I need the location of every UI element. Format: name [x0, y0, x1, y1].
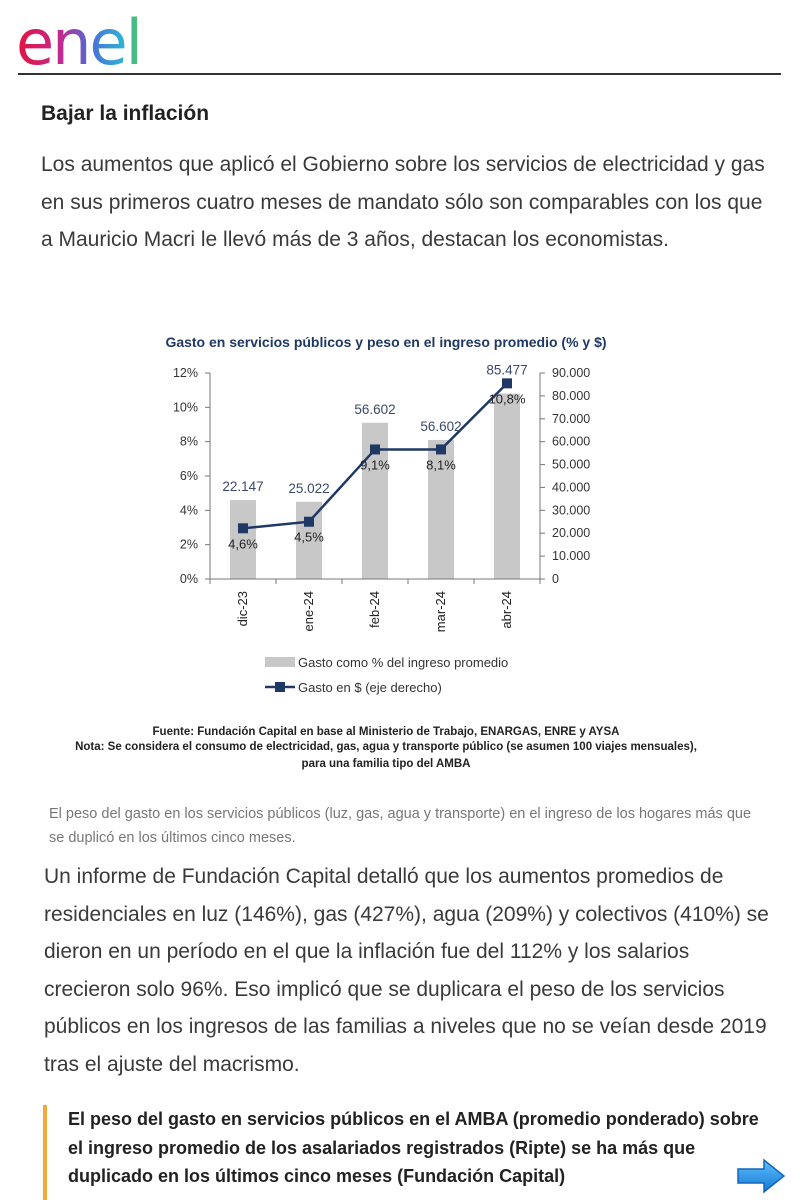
y-right-tick-label: 90.000 [552, 366, 590, 380]
y-left-tick-label: 8% [180, 435, 198, 449]
bar [428, 439, 454, 579]
y-left-tick-label: 6% [180, 469, 198, 483]
y-left-tick-label: 2% [180, 538, 198, 552]
bar-data-label: 4,6% [228, 536, 258, 551]
line-marker [436, 444, 446, 455]
bar-data-label: 10,8% [489, 391, 526, 406]
x-tick-label: mar-24 [433, 591, 448, 632]
lead-paragraph: Los aumentos que aplicó el Gobierno sobr… [41, 153, 765, 251]
x-tick-label: ene-24 [301, 591, 316, 631]
y-right-tick-label: 10.000 [552, 549, 590, 563]
bar-data-label: 4,5% [294, 530, 324, 545]
bar [296, 501, 322, 579]
chart-caption: El peso del gasto en los servicios públi… [49, 806, 752, 846]
line-marker [370, 444, 380, 455]
legend-bar-label: Gasto como % del ingreso promedio [298, 655, 508, 670]
bar [494, 393, 520, 579]
y-right-tick-label: 60.000 [552, 435, 590, 449]
chart-note-line2: para una familia tipo del AMBA [302, 758, 471, 770]
line-data-label: 56.602 [354, 402, 395, 417]
y-left-tick-label: 0% [180, 572, 198, 586]
chart-figure: Gasto en servicios públicos y peso en el… [60, 320, 740, 780]
chart-note-line1: Nota: Se considera el consumo de electri… [75, 741, 697, 753]
legend-line-marker [275, 682, 285, 692]
x-tick-label: abr-24 [499, 591, 514, 629]
arrow-right-icon[interactable] [736, 1158, 786, 1194]
y-right-tick-label: 30.000 [552, 503, 590, 517]
bar [230, 500, 256, 579]
bar-data-label: 9,1% [360, 457, 390, 472]
line-data-label: 56.602 [420, 419, 461, 434]
legend-line-label: Gasto en $ (eje derecho) [298, 680, 442, 695]
body-paragraph: Un informe de Fundación Capital detalló … [44, 865, 769, 1076]
header-divider [18, 73, 781, 75]
section-heading: Bajar la inflación [41, 102, 210, 125]
chart-svg: Gasto en servicios públicos y peso en el… [75, 334, 697, 770]
y-right-tick-label: 0 [552, 572, 559, 586]
pull-quote: El peso del gasto en servicios públicos … [43, 1105, 768, 1200]
svg-text:enel: enel [16, 6, 141, 68]
chart-title: Gasto en servicios públicos y peso en el… [165, 334, 606, 350]
enel-logo[interactable]: enel [16, 6, 186, 68]
y-right-tick-label: 70.000 [552, 412, 590, 426]
y-right-tick-label: 80.000 [552, 389, 590, 403]
y-left-tick-label: 12% [173, 366, 198, 380]
y-left-tick-label: 4% [180, 503, 198, 517]
y-right-tick-label: 40.000 [552, 480, 590, 494]
chart-source: Fuente: Fundación Capital en base al Min… [153, 726, 620, 738]
y-left-tick-label: 10% [173, 400, 198, 414]
bar-data-label: 8,1% [426, 457, 456, 472]
line-marker [304, 516, 314, 527]
x-tick-label: dic-23 [235, 591, 250, 626]
line-marker [238, 523, 248, 534]
line-data-label: 85.477 [486, 362, 527, 377]
legend-bar-swatch [265, 657, 295, 667]
line-data-label: 22.147 [222, 479, 263, 494]
x-tick-label: feb-24 [367, 591, 382, 628]
y-right-tick-label: 20.000 [552, 526, 590, 540]
line-marker [502, 378, 512, 389]
line-data-label: 25.022 [288, 481, 329, 496]
y-right-tick-label: 50.000 [552, 458, 590, 472]
